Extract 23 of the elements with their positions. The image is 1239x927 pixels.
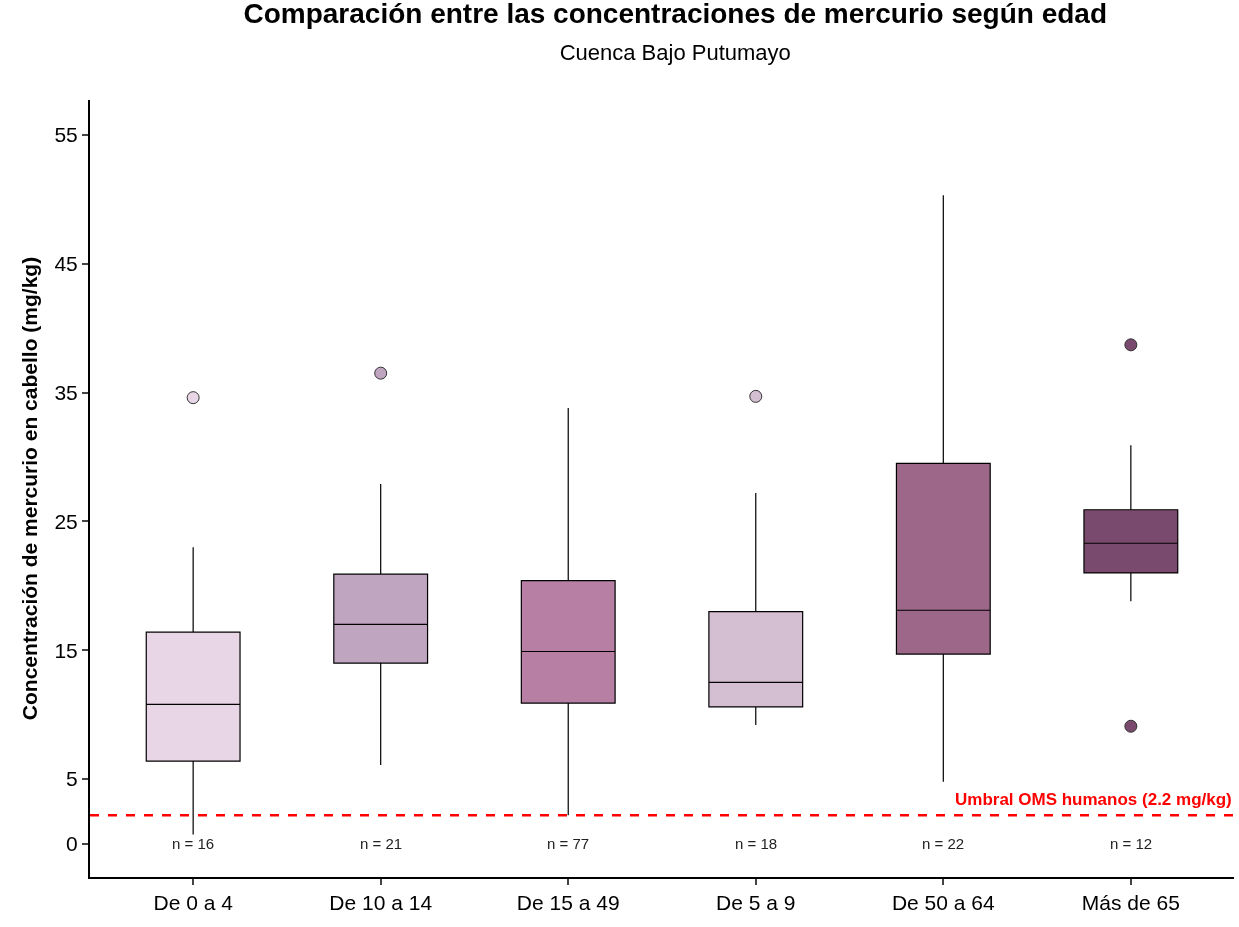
annotation: n = 21	[360, 835, 403, 852]
y-tick-label: 55	[54, 123, 78, 147]
y-tick-label: 15	[54, 638, 78, 662]
x-tick-label: De 0 a 4	[153, 891, 234, 915]
annotation: n = 12	[1110, 835, 1153, 852]
chart-title: Comparación entre las concentraciones de mercurio según edad	[243, 0, 1108, 30]
y-tick-label: 5	[66, 767, 78, 791]
y-tick-label: 45	[54, 252, 78, 275]
annotation: n = 18	[735, 835, 778, 852]
ref-line-label: Umbral OMS humanos (2.2 mg/kg)	[955, 790, 1232, 809]
annotation: n = 16	[172, 835, 215, 852]
chart-subtitle: Cuenca Bajo Putumayo	[559, 39, 791, 65]
y-tick-label: 25	[54, 509, 78, 533]
annotation: n = 22	[922, 835, 965, 852]
y-axis-title: Concentración de mercurio en cabello (mg/kg)	[18, 256, 41, 721]
x-tick-label: De 5 a 9	[716, 891, 796, 915]
x-tick-label: De 10 a 14	[329, 891, 433, 915]
y-tick-label: 0	[66, 831, 78, 855]
x-tick-label: De 15 a 49	[516, 891, 620, 915]
x-tick-label: De 50 a 64	[891, 891, 995, 915]
x-tick-label: Más de 65	[1081, 891, 1180, 915]
annotation: n = 77	[547, 835, 590, 852]
y-tick-label: 35	[54, 380, 78, 404]
